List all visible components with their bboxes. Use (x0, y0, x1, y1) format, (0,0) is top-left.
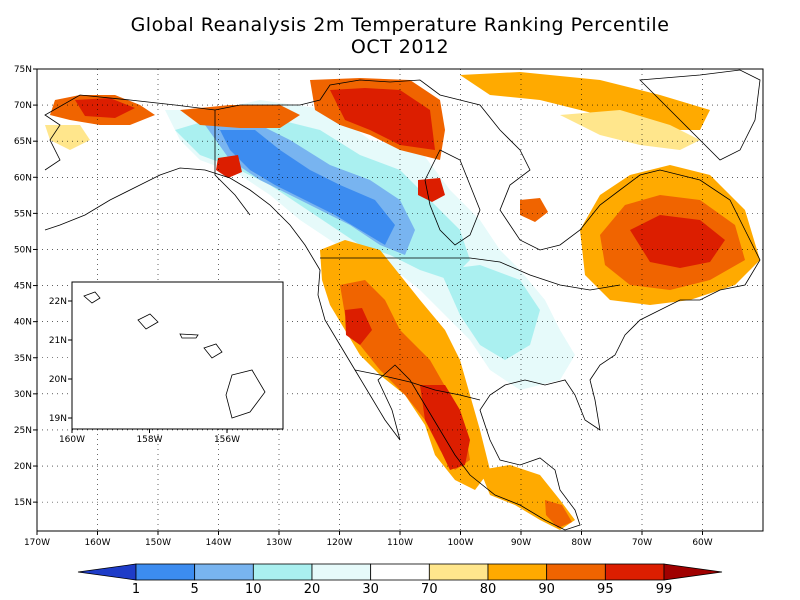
hudson-bay-coastline (424, 149, 481, 246)
lon-tick-label: 170W (24, 538, 50, 548)
lon-tick-label: 130W (266, 538, 292, 548)
north-america-coastline (44, 79, 761, 531)
colorbar-segment (252, 563, 313, 581)
warm-field-arctic-islands (460, 72, 710, 130)
colorbar-segment (135, 563, 196, 581)
hawaii-islands (83, 291, 266, 419)
lon-tick-label: 150W (145, 538, 171, 548)
lat-tick-label: 70N (14, 101, 32, 111)
lat-tick-label: 45N (14, 282, 32, 292)
greenland-coastline (639, 69, 761, 161)
us-mexico-border (354, 369, 481, 401)
lon-tick-label: 120W (326, 538, 352, 548)
lon-tick-label: 70W (632, 538, 652, 548)
colorbar-label: 95 (597, 582, 614, 597)
warm-field-panama-core (545, 500, 572, 528)
big-island-outline (225, 369, 266, 419)
map-subtitle-date: OCT 2012 (350, 36, 450, 58)
colorbar-label: 20 (304, 582, 321, 597)
alaska-canada-border (214, 110, 251, 216)
warm-field-arctic-alaska-core (75, 98, 135, 118)
inset-frame (71, 281, 284, 430)
cool-field-core (220, 130, 395, 245)
lat-tick-label: 15N (14, 498, 32, 508)
kauai-outline (83, 291, 101, 304)
colorbar-label: 30 (362, 582, 379, 597)
colorbar-label: 90 (538, 582, 555, 597)
colorbar: 1 5 10 20 30 70 80 90 95 99 (77, 563, 723, 597)
colorbar-label: 80 (480, 582, 497, 597)
warm-field-bc-spot (216, 155, 242, 178)
coastlines (44, 69, 761, 531)
lon-tick-label: 80W (571, 538, 591, 548)
inset-lon-tick-label: 156W (214, 435, 240, 445)
maui-outline (203, 343, 223, 359)
colorbar-segment (546, 563, 606, 581)
lat-tick-label: 25N (14, 426, 32, 436)
inset-axis-ticks: 160W 158W 156W 19N 20N 21N 22N (49, 297, 240, 445)
warm-field-mexico-core (420, 385, 470, 470)
warm-field-nunavut-core (330, 88, 435, 150)
map-title: Global Reanalysis 2m Temperature Ranking… (130, 14, 670, 36)
inset-lon-tick-label: 158W (136, 435, 162, 445)
colorbar-label: 1 (132, 582, 140, 597)
lat-tick-label: 50N (14, 245, 32, 255)
lat-tick-label: 20N (14, 462, 32, 472)
colorbar-segment (428, 563, 489, 581)
warm-field-yukon (180, 105, 300, 128)
inset-lat-tick-label: 21N (49, 336, 67, 346)
lat-tick-label: 75N (14, 65, 32, 75)
colorbar-segment (604, 563, 665, 581)
lat-tick-label: 65N (14, 137, 32, 147)
colorbar-segment (311, 563, 372, 581)
colorbar-segment (487, 563, 548, 581)
colorbar-label: 10 (245, 582, 262, 597)
inset-lon-tick-label: 160W (59, 435, 85, 445)
cool-field-mid-us (440, 265, 540, 360)
colorbar-label: 99 (656, 582, 673, 597)
lon-tick-label: 90W (511, 538, 531, 548)
colorbar-segment (194, 563, 254, 581)
molokai-outline (179, 333, 199, 339)
lat-tick-label: 55N (14, 209, 32, 219)
colorbar-high-arrow (663, 563, 723, 581)
warm-field-hudson-spot (418, 178, 445, 202)
lon-tick-label: 140W (205, 538, 231, 548)
inset-lat-tick-label: 20N (49, 375, 67, 385)
map-axis-ticks: 170W 160W 150W 140W 130W 120W 110W 100W 90W 80W 70… (14, 65, 713, 548)
colorbar-label: 5 (191, 582, 199, 597)
warm-field-great-basin-core (345, 308, 372, 345)
inset-lat-tick-label: 19N (49, 414, 67, 424)
lat-tick-label: 40N (14, 318, 32, 328)
lat-tick-label: 35N (14, 354, 32, 364)
lat-tick-label: 30N (14, 390, 32, 400)
us-canada-border (320, 257, 621, 291)
colorbar-low-arrow (77, 563, 137, 581)
anomaly-fields (45, 72, 760, 530)
colorbar-label: 70 (421, 582, 438, 597)
lon-tick-label: 110W (387, 538, 413, 548)
oahu-outline (137, 313, 159, 330)
warm-field-labrador-spot (520, 198, 548, 222)
lon-tick-label: 160W (84, 538, 110, 548)
lon-tick-label: 60W (692, 538, 712, 548)
warm-field-greenland (560, 110, 700, 150)
colorbar-segment (370, 563, 430, 581)
lon-tick-label: 100W (447, 538, 473, 548)
lat-tick-label: 60N (14, 173, 32, 183)
hawaii-inset: 160W 158W 156W 19N 20N 21N 22N (49, 281, 284, 445)
warm-field-quebec-core (630, 215, 725, 268)
inset-lat-tick-label: 22N (49, 297, 67, 307)
